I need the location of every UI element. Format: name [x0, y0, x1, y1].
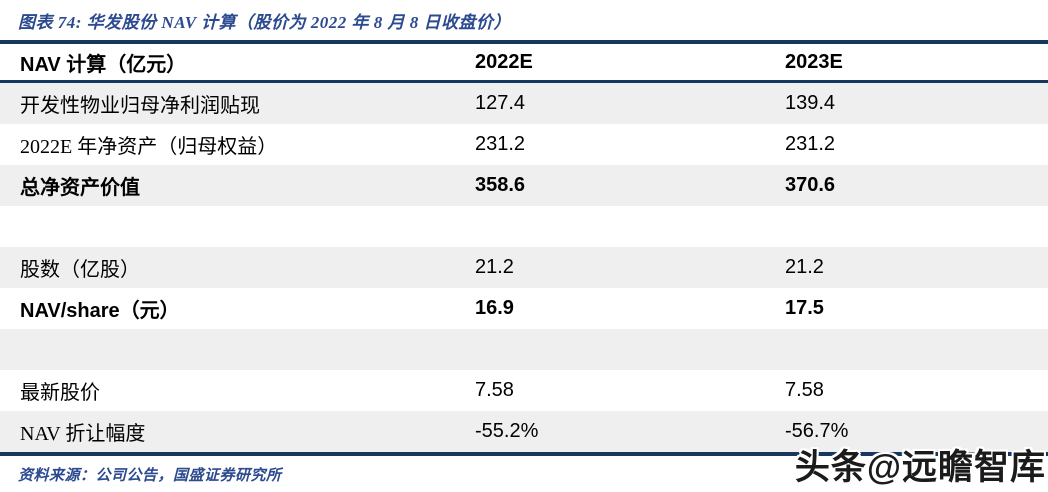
row-label: NAV/share（元） — [20, 300, 180, 322]
table-row: NAV/share（元） 16.9 17.5 — [0, 288, 1048, 329]
cell-2023e: 139.4 — [785, 92, 836, 114]
row-label: 股数（亿股） — [20, 259, 140, 281]
cell-2022e: 231.2 — [475, 133, 526, 155]
cell-2022e: 127.4 — [475, 92, 526, 114]
table-header-row: NAV 计算（亿元） 2022E 2023E — [0, 44, 1048, 83]
cell-2023e: -56.7% — [785, 420, 849, 442]
cell-2023e: 370.6 — [785, 174, 836, 196]
cell-2023e: 231.2 — [785, 133, 836, 155]
cell-2022e: 16.9 — [475, 297, 514, 319]
column-header-2023e: 2023E — [785, 50, 843, 73]
table-row: 股数（亿股） 21.2 21.2 — [0, 247, 1048, 288]
toutiao-watermark: 头条@远瞻智库 — [794, 448, 1046, 487]
row-label: NAV 折让幅度 — [20, 423, 146, 445]
cell-2023e: 17.5 — [785, 297, 824, 319]
table-row: 2022E 年净资产（归母权益） 231.2 231.2 — [0, 124, 1048, 165]
cell-2022e: 358.6 — [475, 174, 526, 196]
cell-2023e: 7.58 — [785, 379, 824, 401]
column-header-2022e: 2022E — [475, 50, 533, 73]
source-attribution: 资料来源：公司公告，国盛证券研究所 — [18, 467, 282, 484]
cell-2022e: -55.2% — [475, 420, 539, 442]
cell-2022e: 21.2 — [475, 256, 514, 278]
table-row-empty — [0, 329, 1048, 370]
row-label: 总净资产价值 — [20, 177, 140, 199]
table-row: NAV 折让幅度 -55.2% -56.7% — [0, 411, 1048, 452]
cell-2022e: 7.58 — [475, 379, 514, 401]
row-label: 2022E 年净资产（归母权益） — [20, 136, 278, 158]
table-row: 开发性物业归母净利润贴现 127.4 139.4 — [0, 83, 1048, 124]
nav-calculation-table: NAV 计算（亿元） 2022E 2023E 开发性物业归母净利润贴现 127.… — [0, 40, 1048, 456]
table-row-empty — [0, 206, 1048, 247]
figure-caption: 图表 74: 华发股份 NAV 计算（股价为 2022 年 8 月 8 日收盘价… — [18, 12, 512, 32]
row-label: 最新股价 — [20, 382, 100, 404]
column-header-metric: NAV 计算（亿元） — [20, 53, 187, 76]
cell-2023e: 21.2 — [785, 256, 824, 278]
table-row: 最新股价 7.58 7.58 — [0, 370, 1048, 411]
row-label: 开发性物业归母净利润贴现 — [20, 95, 260, 117]
table-row: 总净资产价值 358.6 370.6 — [0, 165, 1048, 206]
